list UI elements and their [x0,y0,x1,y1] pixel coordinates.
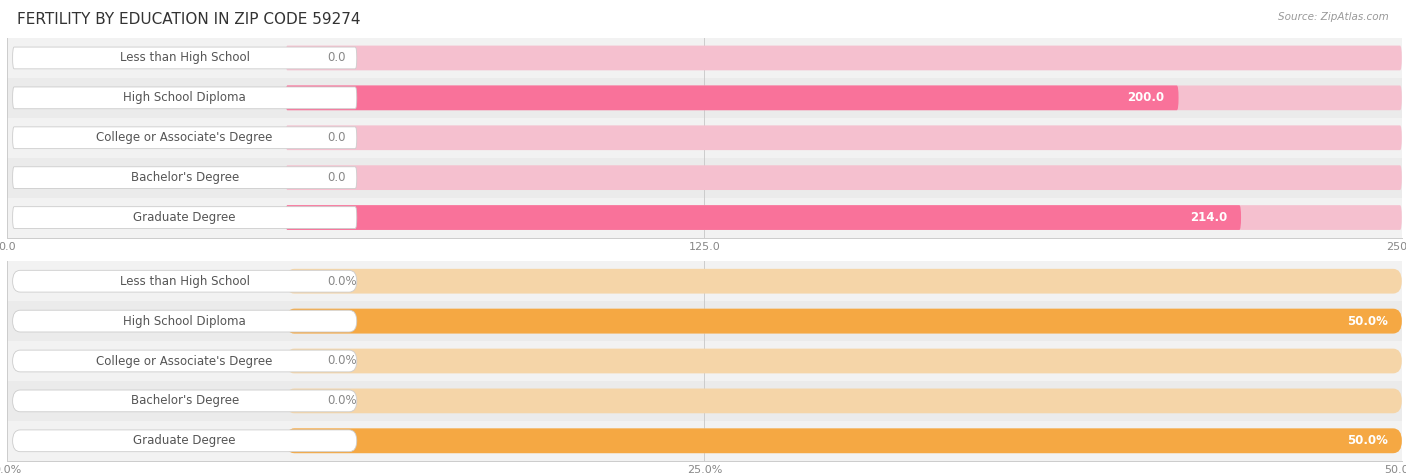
Bar [7,261,1402,301]
FancyBboxPatch shape [285,86,1402,110]
Text: Graduate Degree: Graduate Degree [134,434,236,447]
Text: Bachelor's Degree: Bachelor's Degree [131,394,239,408]
Text: 0.0%: 0.0% [328,354,357,368]
Text: Graduate Degree: Graduate Degree [134,211,236,224]
FancyBboxPatch shape [13,127,357,149]
FancyBboxPatch shape [13,350,357,372]
Bar [7,301,1402,341]
Text: 50.0%: 50.0% [1347,434,1388,447]
FancyBboxPatch shape [285,165,1402,190]
Bar [7,158,1402,198]
FancyBboxPatch shape [13,47,357,69]
Text: 50.0%: 50.0% [1347,314,1388,328]
FancyBboxPatch shape [285,428,1402,453]
FancyBboxPatch shape [285,389,1402,413]
FancyBboxPatch shape [13,390,357,412]
Text: High School Diploma: High School Diploma [124,314,246,328]
Bar [7,341,1402,381]
FancyBboxPatch shape [13,87,357,109]
FancyBboxPatch shape [285,269,1402,294]
FancyBboxPatch shape [285,428,1402,453]
Bar [7,198,1402,238]
Text: 0.0: 0.0 [328,171,346,184]
FancyBboxPatch shape [13,310,357,332]
Bar [7,78,1402,118]
Bar [7,38,1402,78]
Text: Less than High School: Less than High School [120,51,250,65]
Bar [7,118,1402,158]
Text: High School Diploma: High School Diploma [124,91,246,104]
Text: Less than High School: Less than High School [120,275,250,288]
FancyBboxPatch shape [13,430,357,452]
Bar [7,381,1402,421]
FancyBboxPatch shape [285,46,1402,70]
Bar [7,421,1402,461]
Text: 200.0: 200.0 [1128,91,1164,104]
FancyBboxPatch shape [13,270,357,292]
Text: College or Associate's Degree: College or Associate's Degree [97,131,273,144]
FancyBboxPatch shape [285,125,1402,150]
FancyBboxPatch shape [285,205,1241,230]
FancyBboxPatch shape [285,205,1402,230]
Text: Source: ZipAtlas.com: Source: ZipAtlas.com [1278,12,1389,22]
FancyBboxPatch shape [285,309,1402,333]
Text: FERTILITY BY EDUCATION IN ZIP CODE 59274: FERTILITY BY EDUCATION IN ZIP CODE 59274 [17,12,360,27]
Text: 0.0%: 0.0% [328,275,357,288]
Text: 0.0: 0.0 [328,51,346,65]
FancyBboxPatch shape [285,349,1402,373]
Text: 0.0%: 0.0% [328,394,357,408]
Text: Bachelor's Degree: Bachelor's Degree [131,171,239,184]
Text: 214.0: 214.0 [1189,211,1227,224]
FancyBboxPatch shape [13,167,357,189]
Text: College or Associate's Degree: College or Associate's Degree [97,354,273,368]
FancyBboxPatch shape [285,86,1178,110]
Text: 0.0: 0.0 [328,131,346,144]
FancyBboxPatch shape [13,207,357,228]
FancyBboxPatch shape [285,309,1402,333]
